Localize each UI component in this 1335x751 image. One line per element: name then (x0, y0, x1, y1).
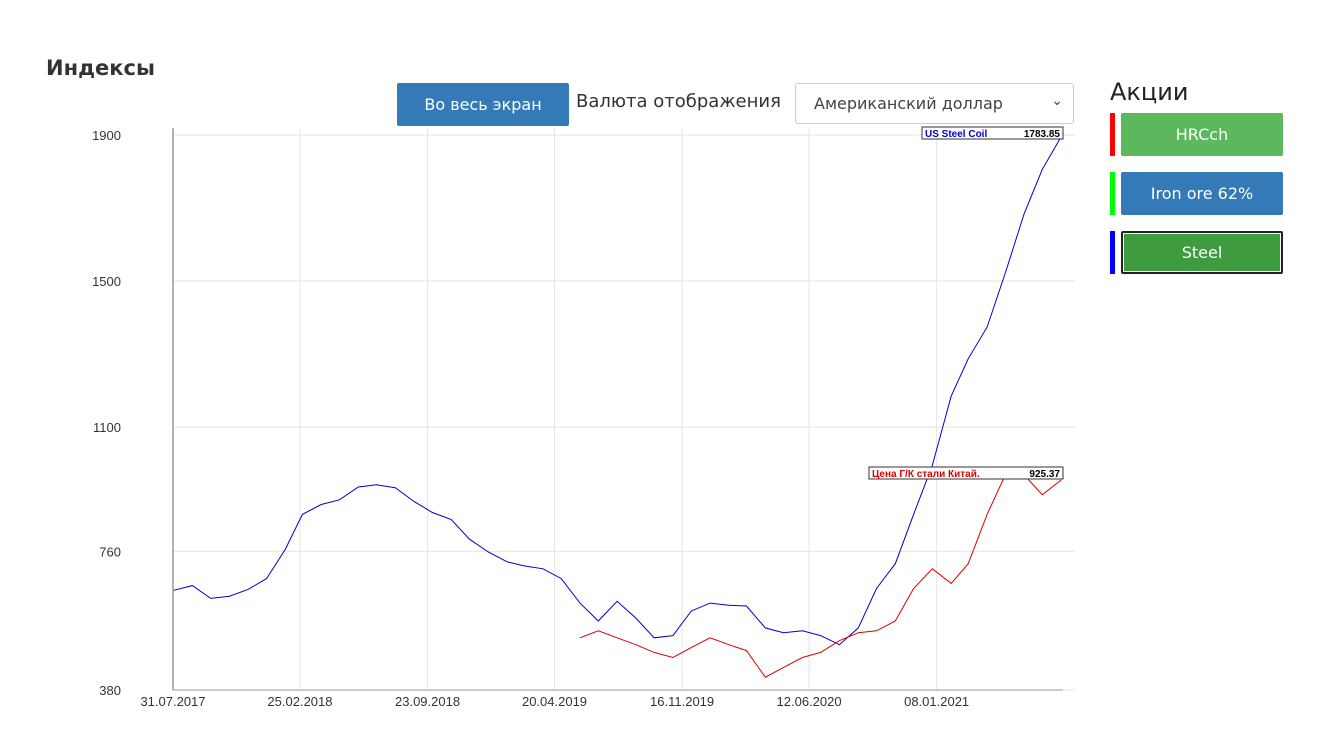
page-title: Индексы (46, 56, 155, 80)
tooltip-value: 925.37 (1029, 469, 1060, 480)
y-tick-label: 1500 (92, 274, 121, 289)
y-tick-label: 380 (99, 683, 121, 698)
x-tick-label: 20.04.2019 (522, 694, 587, 709)
x-tick-label: 12.06.2020 (777, 694, 842, 709)
sidebar-title: Акции (1110, 78, 1189, 106)
currency-select[interactable]: Американский доллар ⌄ (795, 83, 1074, 124)
dropdown-arrow: ⌄ (1051, 93, 1063, 109)
color-bar (1110, 172, 1115, 215)
fullscreen-button[interactable]: Во весь экран (397, 83, 569, 126)
x-tick-label: 08.01.2021 (904, 694, 969, 709)
y-tick-label: 1900 (92, 128, 121, 143)
tooltip-box (921, 126, 1064, 140)
y-tick-label: 760 (99, 544, 121, 559)
chart: 380 760 1100 1500 1900 31.07.2017 25.02.2018 23… (92, 126, 1075, 709)
tooltip-value: 1783.85 (1024, 129, 1061, 140)
tooltip-box (868, 466, 1064, 480)
tooltip-name: US Steel Coil (925, 129, 987, 140)
stock-button[interactable]: HRCch (1121, 113, 1283, 156)
x-tick-label: 16.11.2019 (650, 694, 714, 709)
currency-value: Американский доллар (814, 94, 1003, 113)
stock-button[interactable]: Steel (1121, 231, 1283, 274)
y-tick-label: 1100 (93, 420, 121, 435)
x-tick-label: 23.09.2018 (395, 694, 460, 709)
stock-button[interactable]: Iron ore 62% (1121, 172, 1283, 215)
x-tick-label: 31.07.2017 (140, 694, 205, 709)
color-bar (1110, 113, 1115, 156)
series-line (579, 474, 1062, 678)
series-line (173, 136, 1062, 646)
color-bar (1110, 231, 1115, 274)
currency-label: Валюта отображения (576, 91, 781, 112)
tooltip-name: Цена Г/К стали Китай. (872, 469, 980, 480)
x-tick-label: 25.02.2018 (267, 694, 332, 709)
